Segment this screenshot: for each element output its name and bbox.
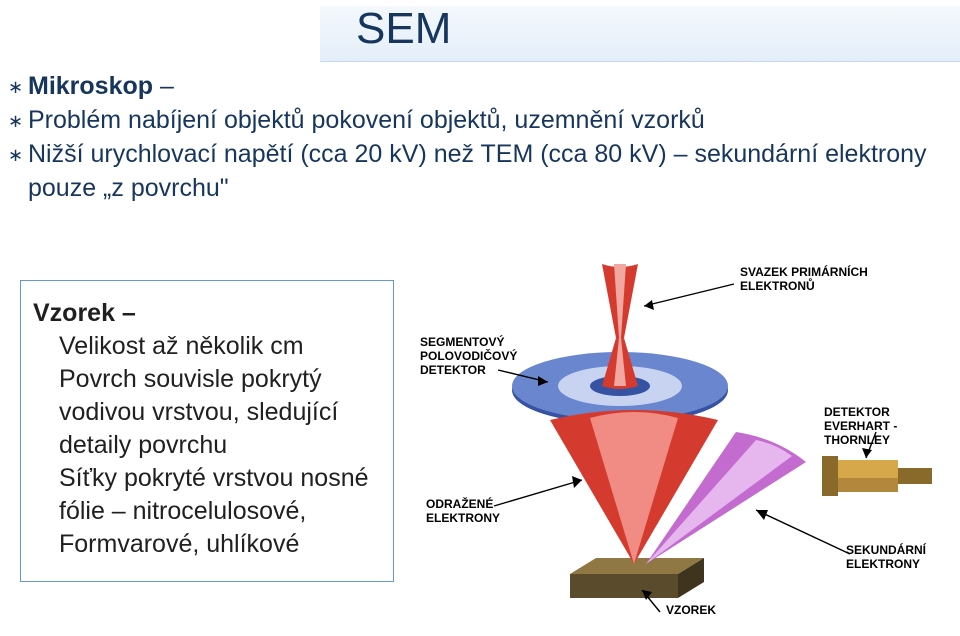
label-se: SEKUNDÁRNÍELEKTRONY [846,544,926,572]
bullet-row: ∗ Mikroskop – [8,70,930,104]
bullet-text: Problém nabíjení objektů pokovení objekt… [28,104,705,138]
bullet-rest: Nižší urychlovací napětí (cca 20 kV) než… [28,140,927,202]
slide-title: SEM [356,4,451,54]
label-bse: ODRAŽENÉELEKTRONY [426,498,500,526]
label-et: DETEKTOREVERHART - THORNLEY [824,406,940,447]
bullet-text: Mikroskop – [28,70,174,104]
bullet-row: ∗ Problém nabíjení objektů pokovení obje… [8,104,930,138]
bullet-mark: ∗ [8,138,28,206]
sample-heading: Vzorek – [33,297,381,330]
sample-line: Velikost až několik cm [33,330,381,363]
main-bullets: ∗ Mikroskop – ∗ Problém nabíjení objektů… [8,70,930,206]
label-sample: VZOREK [666,604,716,618]
bullet-mark: ∗ [8,70,28,104]
bullet-row: ∗ Nižší urychlovací napětí (cca 20 kV) n… [8,138,930,206]
bullet-text: Nižší urychlovací napětí (cca 20 kV) než… [28,138,930,206]
label-primary: SVAZEK PRIMÁRNÍCHELEKTRONŮ [740,266,868,294]
bullet-bold: Mikroskop [28,72,153,100]
sample-box: Vzorek – Velikost až několik cm Povrch s… [20,280,394,582]
bullet-rest: – [153,72,174,100]
bullet-mark: ∗ [8,104,28,138]
sample-line: Síťky pokryté vrstvou nosné fólie – nitr… [33,462,381,561]
label-segment: SEGMENTOVÝPOLOVODIČOVÝDETEKTOR [420,336,517,377]
sample-line: Povrch souvisle pokrytý vodivou vrstvou,… [33,363,381,462]
bullet-rest: Problém nabíjení objektů pokovení objekt… [28,106,705,134]
sem-diagram: SVAZEK PRIMÁRNÍCHELEKTRONŮ SEGMENTOVÝPOL… [420,260,940,620]
